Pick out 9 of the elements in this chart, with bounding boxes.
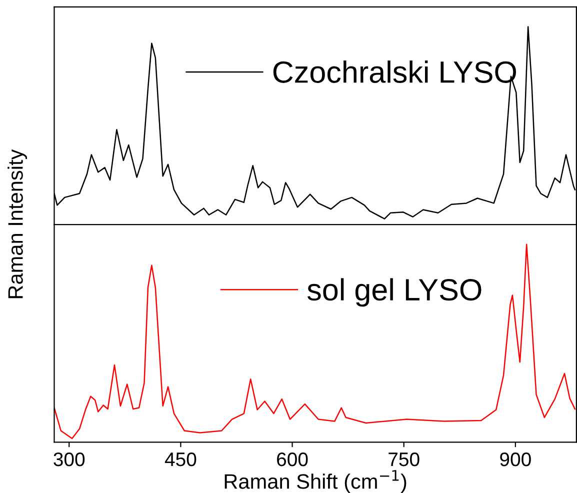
x-axis-title: Raman Shift (cm$^{−1}$) — [224, 470, 406, 493]
x-tick-label: 450 — [164, 452, 196, 466]
x-tick-label: 600 — [277, 452, 308, 466]
x-tick-label: 900 — [500, 452, 531, 466]
legend-label: sol gel LYSO — [307, 278, 482, 307]
legend-label: Czochralski LYSO — [273, 60, 516, 83]
y-axis-title: Raman Intensity — [8, 149, 28, 298]
x-tick-label: 750 — [388, 452, 420, 466]
x-tick-label: 300 — [54, 452, 85, 466]
